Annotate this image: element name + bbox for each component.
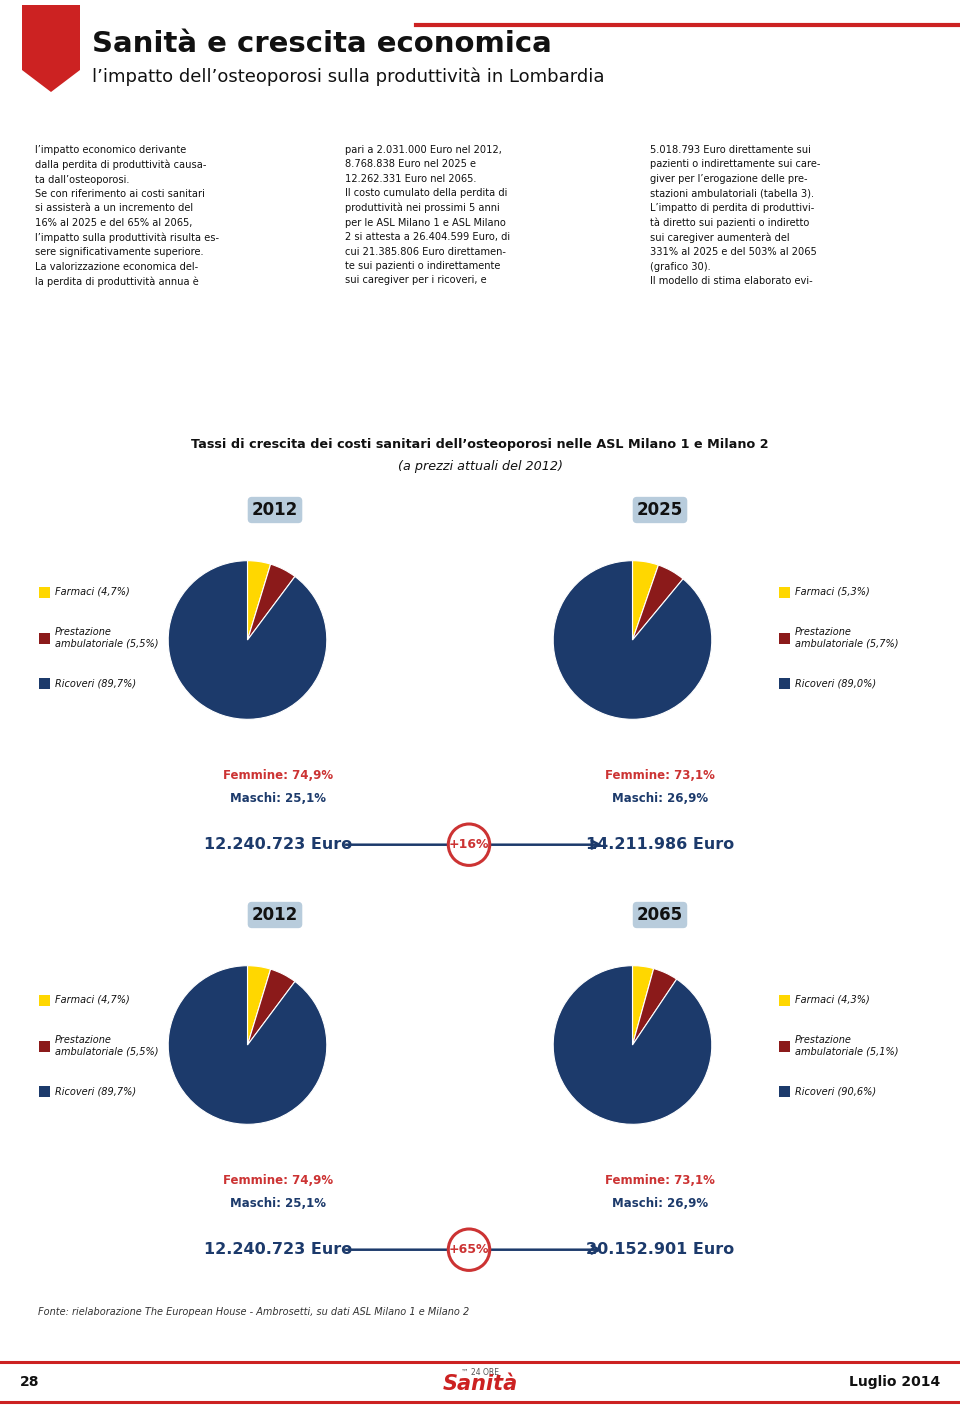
Text: Maschi: 25,1%: Maschi: 25,1% [230, 792, 326, 806]
Bar [39, 586, 50, 598]
Wedge shape [248, 969, 295, 1045]
Bar [779, 1087, 790, 1098]
Text: pari a 2.031.000 Euro nel 2012,
8.768.838 Euro nel 2025 e
12.262.331 Euro nel 20: pari a 2.031.000 Euro nel 2012, 8.768.83… [345, 145, 510, 285]
Text: Femmine: 74,9%: Femmine: 74,9% [223, 769, 333, 782]
Text: 5.018.793 Euro direttamente sui
pazienti o indirettamente sui care-
giver per l’: 5.018.793 Euro direttamente sui pazienti… [650, 145, 821, 287]
Text: Tassi di crescita dei costi sanitari dell’osteoporosi nelle ASL Milano 1 e Milan: Tassi di crescita dei costi sanitari del… [191, 439, 769, 451]
Text: Femmine: 74,9%: Femmine: 74,9% [223, 1174, 333, 1187]
Text: Maschi: 25,1%: Maschi: 25,1% [230, 1197, 326, 1211]
Circle shape [448, 824, 490, 866]
Text: (a prezzi attuali del 2012): (a prezzi attuali del 2012) [397, 460, 563, 472]
Text: Grafico 30: Grafico 30 [428, 391, 532, 409]
Wedge shape [633, 966, 654, 1045]
Text: 12.240.723 Euro: 12.240.723 Euro [204, 1241, 352, 1257]
Wedge shape [248, 561, 271, 640]
Text: l’impatto dell’osteoporosi sulla produttività in Lombardia: l’impatto dell’osteoporosi sulla produtt… [92, 67, 605, 87]
Wedge shape [553, 561, 711, 720]
Text: Prestazione
ambulatoriale (5,5%): Prestazione ambulatoriale (5,5%) [55, 1035, 158, 1057]
Text: Maschi: 26,9%: Maschi: 26,9% [612, 792, 708, 806]
Text: Ricoveri (89,0%): Ricoveri (89,0%) [795, 679, 876, 689]
Text: Ricoveri (90,6%): Ricoveri (90,6%) [795, 1087, 876, 1097]
Text: l’impatto economico derivante
dalla perdita di produttività causa-
ta dall’osteo: l’impatto economico derivante dalla perd… [35, 145, 219, 287]
Text: 12.240.723 Euro: 12.240.723 Euro [204, 837, 352, 852]
Bar [779, 586, 790, 598]
Text: Sanità e crescita economica: Sanità e crescita economica [92, 30, 552, 58]
Bar [779, 679, 790, 689]
Bar [39, 1087, 50, 1098]
Text: 14.211.986 Euro: 14.211.986 Euro [586, 837, 734, 852]
Circle shape [448, 1229, 490, 1271]
Bar [779, 995, 790, 1007]
Wedge shape [248, 564, 295, 640]
Text: 2012: 2012 [252, 501, 299, 519]
Text: Maschi: 26,9%: Maschi: 26,9% [612, 1197, 708, 1211]
Text: Fonte: rielaborazione The European House - Ambrosetti, su dati ASL Milano 1 e Mi: Fonte: rielaborazione The European House… [38, 1308, 469, 1317]
Bar [779, 633, 790, 644]
Bar [39, 995, 50, 1007]
Text: 2012: 2012 [252, 905, 299, 924]
Text: Ricoveri (89,7%): Ricoveri (89,7%) [55, 679, 136, 689]
Bar [779, 1040, 790, 1052]
Wedge shape [633, 561, 659, 640]
Text: Prestazione
ambulatoriale (5,7%): Prestazione ambulatoriale (5,7%) [795, 627, 899, 650]
Wedge shape [633, 969, 677, 1045]
Text: 2025: 2025 [636, 501, 684, 519]
Wedge shape [633, 565, 684, 640]
Bar [39, 1040, 50, 1052]
Text: Luglio 2014: Luglio 2014 [849, 1375, 940, 1389]
Text: Prestazione
ambulatoriale (5,1%): Prestazione ambulatoriale (5,1%) [795, 1035, 899, 1057]
Text: +16%: +16% [448, 838, 490, 851]
Text: ™ 24 ORE: ™ 24 ORE [461, 1368, 499, 1376]
Wedge shape [248, 966, 271, 1045]
Text: +65%: +65% [448, 1243, 490, 1256]
Text: Prestazione
ambulatoriale (5,5%): Prestazione ambulatoriale (5,5%) [55, 627, 158, 650]
Text: Sanità: Sanità [443, 1374, 517, 1393]
Text: Ricoveri (89,7%): Ricoveri (89,7%) [55, 1087, 136, 1097]
Text: 2065: 2065 [636, 905, 684, 924]
Text: Femmine: 73,1%: Femmine: 73,1% [605, 1174, 715, 1187]
Bar [22, 6, 80, 70]
Text: Farmaci (5,3%): Farmaci (5,3%) [795, 586, 870, 598]
Text: Femmine: 73,1%: Femmine: 73,1% [605, 769, 715, 782]
Bar [39, 679, 50, 689]
Text: Farmaci (4,3%): Farmaci (4,3%) [795, 995, 870, 1005]
Text: Farmaci (4,7%): Farmaci (4,7%) [55, 586, 130, 598]
Wedge shape [168, 561, 326, 720]
Polygon shape [22, 70, 80, 91]
Text: Farmaci (4,7%): Farmaci (4,7%) [55, 995, 130, 1005]
Text: QUADERNI: QUADERNI [7, 233, 15, 287]
Text: 20.152.901 Euro: 20.152.901 Euro [586, 1241, 734, 1257]
Text: 28: 28 [20, 1375, 39, 1389]
Bar [39, 633, 50, 644]
Wedge shape [168, 966, 326, 1125]
Wedge shape [553, 966, 711, 1125]
